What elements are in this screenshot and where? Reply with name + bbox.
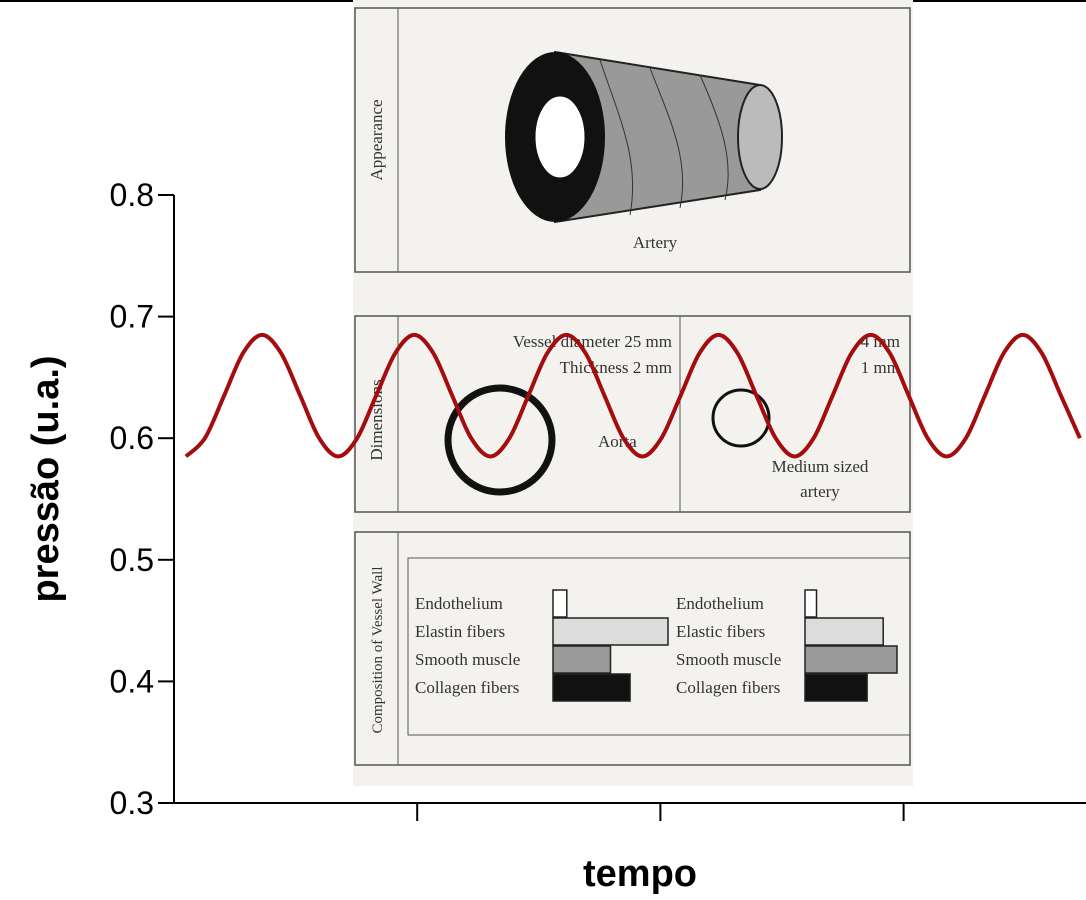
dimension-text: Vessel diameter 25 mm — [513, 332, 672, 351]
composition-label: Smooth muscle — [676, 650, 781, 669]
panel — [354, 315, 911, 513]
medium-circle — [711, 388, 771, 448]
composition-bar — [804, 589, 818, 618]
dimension-text: Medium sized — [772, 457, 869, 476]
composition-label: Endothelium — [676, 594, 764, 613]
panel-label: Dimensions — [367, 379, 386, 460]
artery-end — [737, 84, 783, 190]
aorta-circle — [444, 384, 556, 496]
y-tick-label: 0.5 — [110, 542, 154, 578]
y-tick-label: 0.3 — [110, 785, 154, 821]
dimension-text: 1 mm — [861, 358, 900, 377]
artery-lumen — [532, 93, 588, 181]
inner-box — [407, 557, 911, 736]
caption: Artery — [633, 233, 678, 252]
composition-bar — [804, 617, 884, 646]
y-axis-title: pressão (u.a.) — [25, 355, 67, 602]
dimension-text: artery — [800, 482, 840, 501]
y-tick-label: 0.7 — [110, 299, 154, 335]
composition-label: Endothelium — [415, 594, 503, 613]
composition-label: Collagen fibers — [415, 678, 519, 697]
composition-label: Collagen fibers — [676, 678, 780, 697]
background-figure: Appearance Artery Dimensions Vessel diam… — [353, 0, 913, 786]
dimension-text: Thickness 2 mm — [560, 358, 672, 377]
panel-label: Composition of Vessel Wall — [370, 567, 386, 734]
composition-bar — [552, 673, 631, 702]
panel-label: Appearance — [367, 99, 386, 180]
y-tick-label: 0.8 — [110, 177, 154, 213]
x-axis-title: tempo — [583, 853, 697, 895]
composition-bar — [552, 617, 669, 646]
composition-label: Elastin fibers — [415, 622, 505, 641]
artery-fibers — [599, 59, 729, 216]
composition-label: Smooth muscle — [415, 650, 520, 669]
composition-bar — [804, 645, 898, 674]
composition-label: Elastic fibers — [676, 622, 765, 641]
y-tick-label: 0.4 — [110, 663, 154, 699]
data-line — [184, 332, 1082, 459]
composition-bar — [552, 645, 612, 674]
y-tick-label: 0.6 — [110, 420, 154, 456]
composition-bar — [552, 589, 568, 618]
panel — [354, 7, 911, 273]
composition-bar — [804, 673, 868, 702]
